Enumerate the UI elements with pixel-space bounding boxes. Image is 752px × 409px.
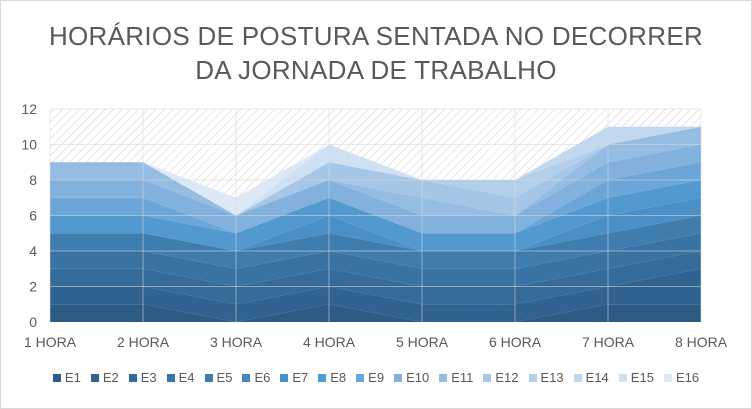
x-tick-label: 7 HORA — [582, 334, 635, 350]
legend-item-e1: E1 — [52, 370, 81, 385]
chart-title: HORÁRIOS DE POSTURA SENTADA NO DECORRER … — [1, 19, 751, 87]
legend-swatch — [318, 373, 327, 382]
legend-item-e9: E9 — [356, 370, 384, 385]
legend-label: E13 — [540, 370, 564, 385]
chart-title-line-1: HORÁRIOS DE POSTURA SENTADA NO DECORRER — [48, 21, 704, 51]
area-series-e5 — [50, 215, 701, 269]
x-tick-label: 5 HORA — [396, 334, 449, 350]
y-tick-label: 2 — [29, 279, 37, 295]
legend-label: E11 — [451, 370, 474, 385]
gridlines — [49, 108, 702, 322]
area-series-e7 — [50, 197, 701, 251]
legend-label: E3 — [140, 370, 157, 385]
legend-swatch — [394, 373, 403, 382]
area-series-e10 — [50, 144, 701, 234]
legend-swatch — [128, 373, 137, 382]
legend-label: E1 — [64, 370, 81, 385]
x-tick-label: 2 HORA — [117, 334, 170, 350]
legend-swatch — [52, 373, 61, 382]
legend-swatch — [242, 373, 251, 382]
legend-swatch — [356, 373, 365, 382]
legend-swatch — [280, 373, 289, 382]
legend-swatch — [439, 373, 448, 382]
legend-swatch — [90, 373, 99, 382]
y-tick-label: 8 — [29, 172, 37, 188]
legend-swatch — [663, 373, 672, 382]
legend: E1 E2 E3 E4 E5 E6 E7 E8 E9 E10 E11 E12 E13 E14 E15 E16 — [1, 370, 751, 385]
legend-item-e4: E4 — [166, 370, 195, 385]
legend-swatch — [204, 373, 213, 382]
legend-label: E7 — [292, 370, 309, 385]
legend-label: E12 — [495, 370, 519, 385]
area-series-e15 — [50, 126, 701, 216]
area-series-group — [50, 126, 701, 322]
x-axis-labels: 1 HORA 2 HORA 3 HORA 4 HORA 5 HORA 6 HORA 7 HO… — [24, 334, 728, 350]
legend-item-e3: E3 — [128, 370, 157, 385]
legend-label: E5 — [216, 370, 233, 385]
y-axis-labels: 0 2 4 6 8 10 12 — [21, 101, 37, 330]
y-tick-label: 10 — [21, 137, 37, 153]
legend-label: E2 — [102, 370, 119, 385]
x-tick-label: 4 HORA — [303, 334, 356, 350]
legend-item-e13: E13 — [528, 370, 564, 385]
legend-item-e7: E7 — [280, 370, 308, 385]
y-tick-label: 4 — [29, 243, 37, 259]
legend-label: E16 — [675, 370, 700, 385]
chart-title-line-2: DA JORNADA DE TRABALHO — [195, 55, 557, 85]
legend-label: E15 — [630, 370, 654, 385]
legend-item-e10: E10 — [394, 370, 429, 385]
x-tick-label: 3 HORA — [210, 334, 263, 350]
legend-item-e6: E6 — [242, 370, 270, 385]
legend-item-e2: E2 — [90, 370, 119, 385]
y-tick-label: 12 — [21, 101, 37, 117]
legend-item-e5: E5 — [204, 370, 233, 385]
legend-item-e15: E15 — [618, 370, 654, 385]
legend-swatch — [618, 373, 627, 382]
legend-item-e11: E11 — [439, 370, 473, 385]
legend-item-e12: E12 — [483, 370, 519, 385]
area-series-e8 — [50, 180, 701, 251]
legend-label: E6 — [254, 370, 271, 385]
x-tick-label: 8 HORA — [675, 334, 728, 350]
legend-label: E14 — [585, 370, 609, 385]
legend-item-e16: E16 — [663, 370, 700, 385]
legend-label: E8 — [330, 370, 347, 385]
legend-label: E9 — [368, 370, 385, 385]
y-tick-label: 0 — [29, 314, 37, 330]
area-series-e16 — [50, 126, 701, 216]
legend-swatch — [528, 373, 537, 382]
y-tick-label: 6 — [29, 208, 37, 224]
x-tick-label: 1 HORA — [24, 334, 77, 350]
legend-swatch — [483, 373, 492, 382]
legend-item-e8: E8 — [318, 370, 346, 385]
x-tick-label: 6 HORA — [489, 334, 542, 350]
legend-label: E4 — [178, 370, 195, 385]
legend-swatch — [573, 373, 582, 382]
area-series-e12 — [50, 126, 701, 216]
legend-swatch — [166, 373, 175, 382]
legend-label: E10 — [406, 370, 430, 385]
area-series-e14 — [50, 126, 701, 216]
legend-item-e14: E14 — [573, 370, 609, 385]
